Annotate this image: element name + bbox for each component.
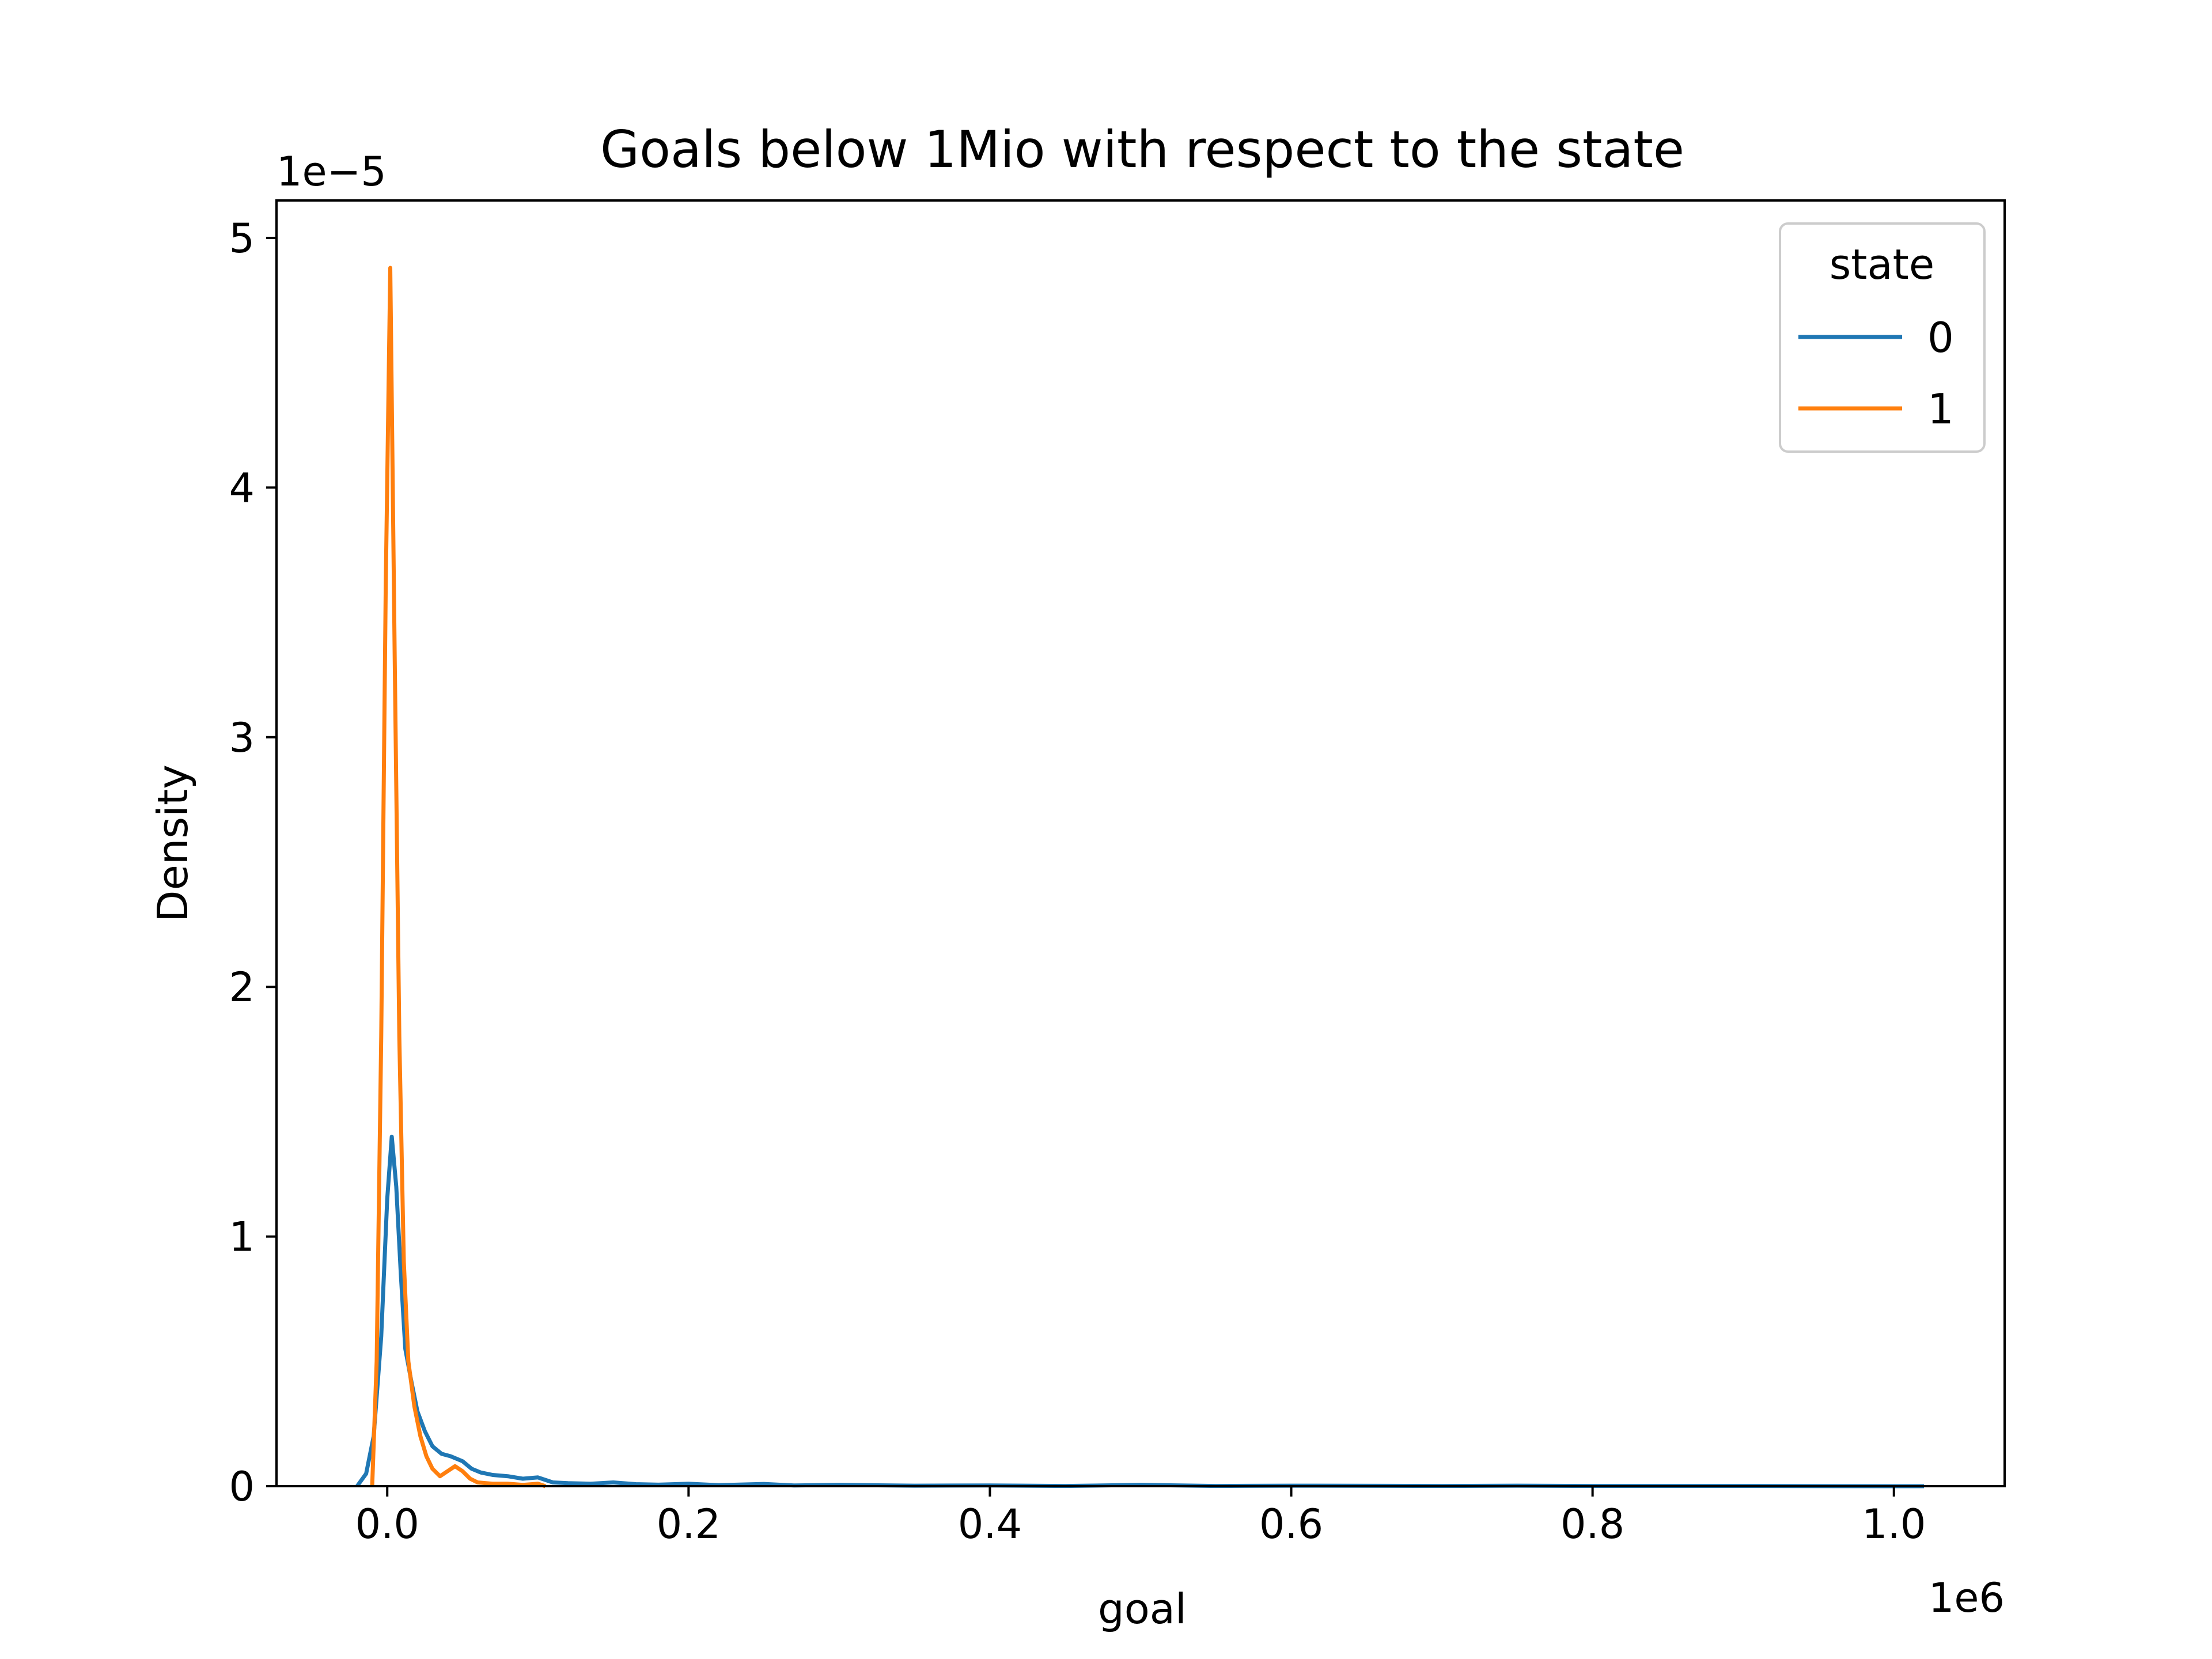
series-line-1 [370, 266, 546, 1488]
x-axis-ticks: 0.0 0.2 0.4 0.6 0.8 1.0 [355, 1486, 1926, 1548]
x-tick-label: 0.8 [1560, 1501, 1624, 1548]
y-offset-label: 1e−5 [276, 148, 387, 195]
legend: state 01 [1779, 222, 1986, 453]
legend-entries: 01 [1798, 313, 1954, 433]
y-tick-label: 4 [229, 464, 255, 512]
legend-title: state [1830, 240, 1934, 289]
x-tick-label: 0.2 [657, 1501, 721, 1548]
x-offset-label: 1e6 [1929, 1574, 2005, 1622]
x-axis-title: goal [1098, 1585, 1187, 1633]
x-tick-label: 0.4 [958, 1501, 1022, 1548]
y-tick-label: 0 [229, 1463, 255, 1510]
chart-title: Goals below 1Mio with respect to the sta… [600, 120, 1684, 179]
x-tick-label: 1.0 [1862, 1501, 1926, 1548]
x-tick-label: 0.0 [355, 1501, 419, 1548]
legend-label-0: 0 [1927, 313, 1954, 362]
plot-frame [275, 199, 2006, 1487]
legend-label-1: 1 [1927, 385, 1954, 433]
y-tick-label: 2 [229, 964, 255, 1011]
y-axis-title: Density [149, 764, 197, 922]
y-axis-ticks: 0 1 2 3 4 5 [229, 215, 276, 1510]
y-tick-label: 3 [229, 714, 255, 762]
y-tick-label: 5 [229, 215, 255, 262]
y-tick-label: 1 [229, 1214, 255, 1261]
x-tick-label: 0.6 [1259, 1501, 1323, 1548]
